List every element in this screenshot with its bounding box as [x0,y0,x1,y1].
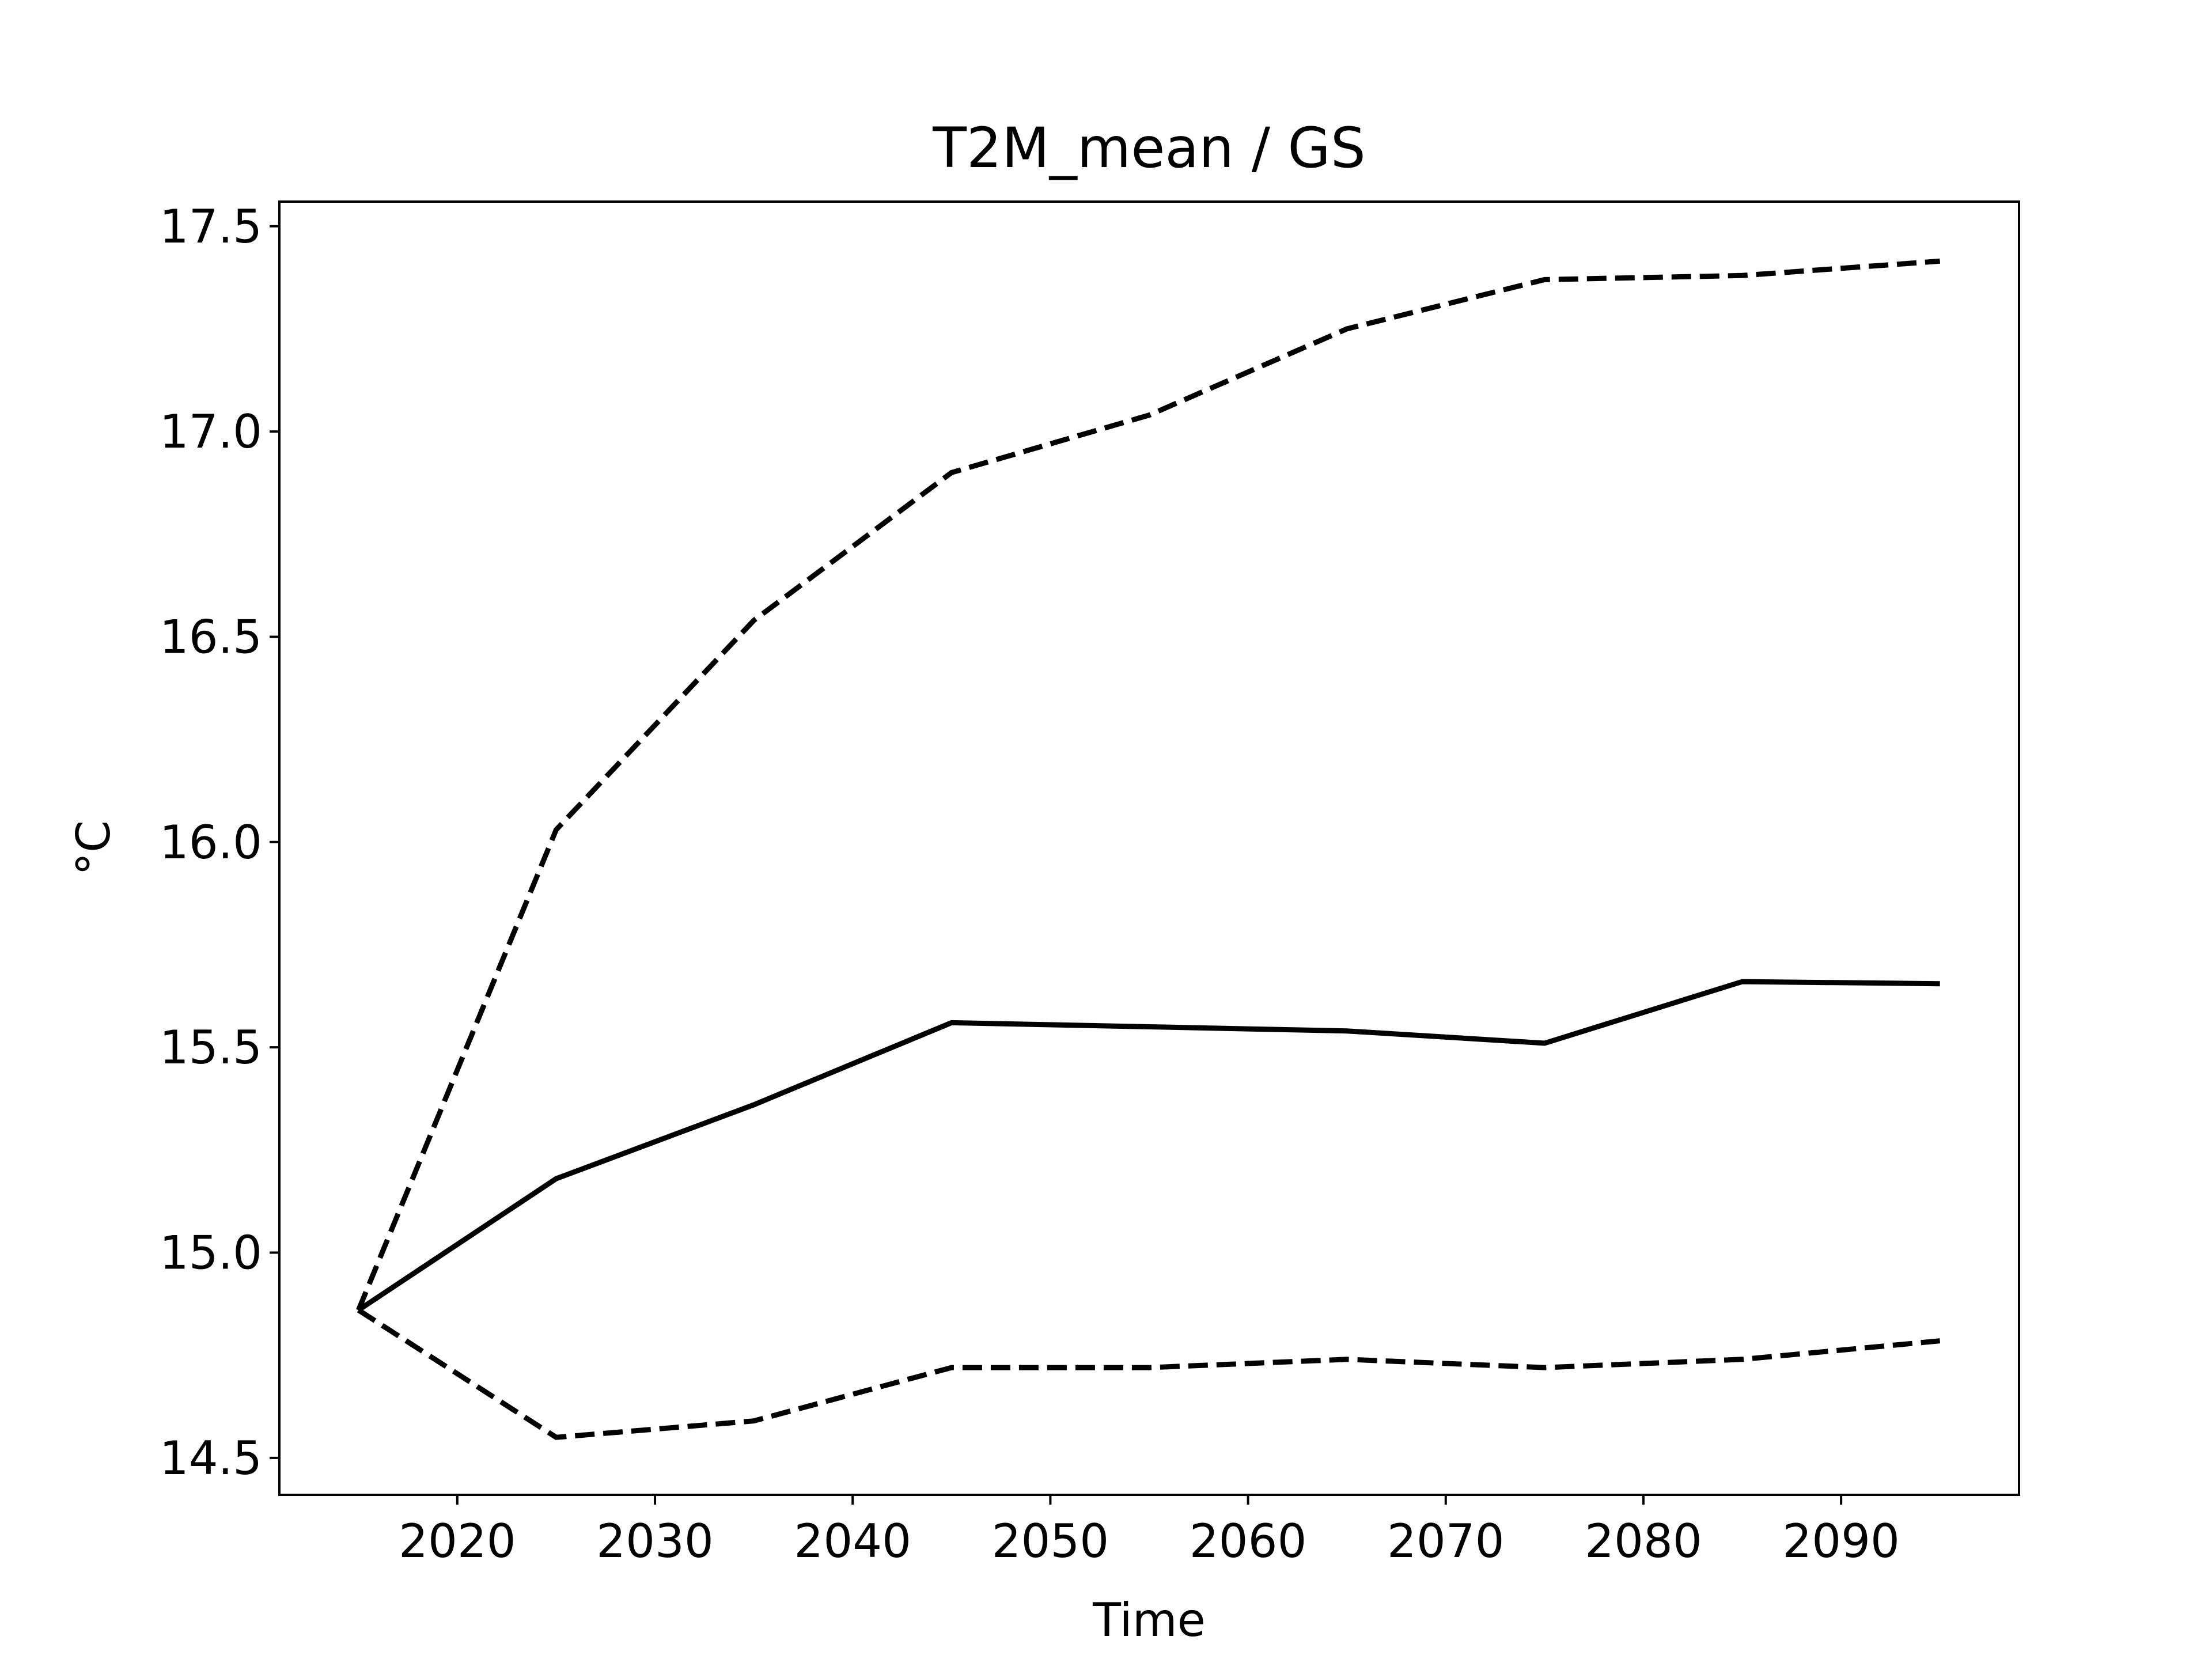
x-tick-label: 2030 [596,1514,714,1568]
x-tick-label: 2060 [1190,1514,1307,1568]
x-tick-label: 2080 [1585,1514,1702,1568]
x-tick-label: 2090 [1782,1514,1900,1568]
y-tick-label: 16.5 [160,610,262,664]
plot-frame [278,200,2020,1496]
y-tick-label: 17.5 [160,200,262,253]
plot-data [356,258,1941,1440]
x-axis-label: Time [1092,1593,1206,1647]
series-line-2-dashed [356,258,1941,1312]
series-line-3-dashed [357,1308,1941,1440]
x-tick-label: 2070 [1387,1514,1505,1568]
x-tick-label: 2040 [794,1514,911,1568]
y-tick-label: 14.5 [160,1431,262,1485]
y-axis-label: °C [67,820,120,876]
series-line-1-solid [357,979,1940,1313]
x-tick-label: 2020 [399,1514,516,1568]
chart-title: T2M_mean / GS [932,116,1366,180]
x-tick-label: 2050 [992,1514,1109,1568]
y-tick-label: 16.0 [160,816,262,869]
y-tick-label: 15.0 [160,1226,262,1280]
axis-ticks: 2020 2030 2040 2050 2060 2070 2080 2090 14.5 15.0… [160,200,1900,1568]
y-tick-label: 17.0 [160,405,262,459]
y-tick-label: 15.5 [160,1021,262,1074]
